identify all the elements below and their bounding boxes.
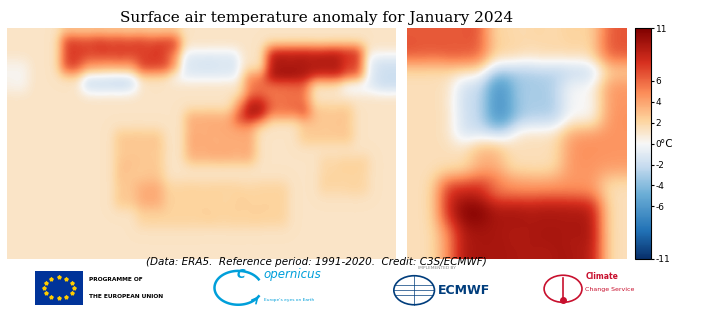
Text: THE EUROPEAN UNION: THE EUROPEAN UNION (89, 294, 163, 299)
Bar (35, 271, 83, 305)
Text: C: C (236, 268, 245, 280)
Text: °C: °C (660, 139, 672, 149)
Text: PROGRAMME OF: PROGRAMME OF (89, 277, 143, 282)
Text: Europe's eyes on Earth: Europe's eyes on Earth (264, 299, 314, 302)
Text: Climate: Climate (585, 271, 618, 280)
Text: Change Service: Change Service (585, 287, 635, 292)
Text: (Data: ERA5.  Reference period: 1991-2020.  Credit: C3S/ECMWF): (Data: ERA5. Reference period: 1991-2020… (146, 257, 487, 267)
Text: Surface air temperature anomaly for January 2024: Surface air temperature anomaly for Janu… (120, 11, 513, 25)
Text: IMPLEMENTED BY: IMPLEMENTED BY (418, 266, 456, 270)
Text: opernicus: opernicus (264, 268, 322, 280)
Text: ECMWF: ECMWF (438, 284, 490, 297)
